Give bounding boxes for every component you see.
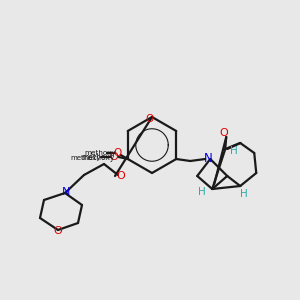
Text: H: H [230, 146, 238, 156]
Text: O: O [114, 148, 122, 158]
Text: O: O [110, 152, 118, 162]
Text: O: O [220, 128, 229, 138]
Text: methoxy: methoxy [84, 150, 116, 156]
Text: N: N [62, 187, 70, 197]
Text: O: O [54, 226, 62, 236]
Text: methoxy: methoxy [81, 152, 114, 161]
Text: O: O [145, 114, 153, 124]
Text: N: N [204, 152, 213, 166]
Text: H: H [198, 187, 206, 197]
Text: H: H [240, 189, 248, 199]
Text: methoxy: methoxy [70, 155, 101, 161]
Text: O: O [117, 171, 125, 181]
